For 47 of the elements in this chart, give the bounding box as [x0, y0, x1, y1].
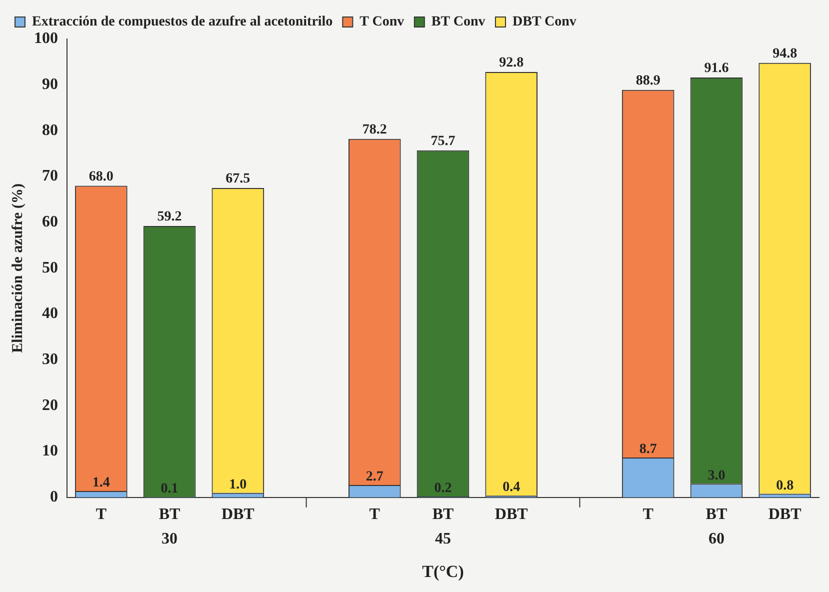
total-label: 92.8 [499, 56, 524, 71]
x-tick-label: BT [158, 506, 181, 524]
x-tick-label: DBT [768, 506, 802, 524]
y-tick-label: 10 [42, 442, 58, 460]
text: 60 [708, 530, 724, 548]
data-label: 8.7 [639, 442, 657, 458]
x-tick-label: BT [706, 506, 728, 524]
data-label: 0.2 [434, 481, 452, 496]
text: 30 [162, 530, 178, 548]
total-label: 75.7 [430, 134, 456, 149]
x-axis-title: T(°C) [422, 562, 464, 582]
y-tick-label: 50 [42, 259, 58, 276]
y-tick-label: 30 [42, 351, 58, 368]
legend-label: DBT Conv [512, 14, 576, 30]
total-label: 67.5 [226, 172, 250, 187]
x-tick-label: T [96, 506, 107, 524]
data-label: 2.7 [366, 470, 384, 485]
y-tick-label: 80 [42, 122, 58, 139]
total-label: 68.0 [88, 169, 114, 184]
data-label: 0.4 [502, 480, 520, 496]
y-axis-title: Eliminación de azufre (%) [10, 184, 26, 353]
y-tick-label: 60 [42, 214, 58, 230]
total-label: 94.8 [772, 46, 798, 62]
legend-label: T Conv [360, 14, 404, 30]
y-tick-label: 0 [50, 488, 58, 506]
total-label: 78.2 [362, 122, 387, 138]
data-label: 0.8 [776, 478, 794, 494]
y-tick-label: 90 [42, 76, 58, 93]
y-tick-label: 100 [34, 30, 58, 48]
total-label: 59.2 [157, 210, 182, 225]
total-label: 88.9 [636, 73, 660, 88]
total-label: 91.6 [704, 61, 729, 76]
data-label: 3.0 [708, 468, 726, 484]
x-tick-label: DBT [221, 506, 255, 524]
legend-label: Extracción de compuestos de azufre al acetonitrilo [32, 14, 333, 30]
data-label: 0.1 [160, 482, 178, 497]
x-tick-label: T [369, 506, 380, 524]
y-tick-label: 20 [42, 396, 58, 414]
x-tick-label: DBT [494, 506, 528, 524]
x-tick-label: BT [432, 506, 454, 524]
y-tick-label: 40 [42, 305, 58, 322]
y-tick-label: 70 [42, 168, 58, 185]
legend-label: BT Conv [431, 14, 486, 30]
data-label: 1.0 [229, 477, 247, 492]
data-label: 1.4 [92, 476, 110, 491]
x-tick-label: T [642, 506, 654, 524]
text: 45 [435, 530, 451, 548]
